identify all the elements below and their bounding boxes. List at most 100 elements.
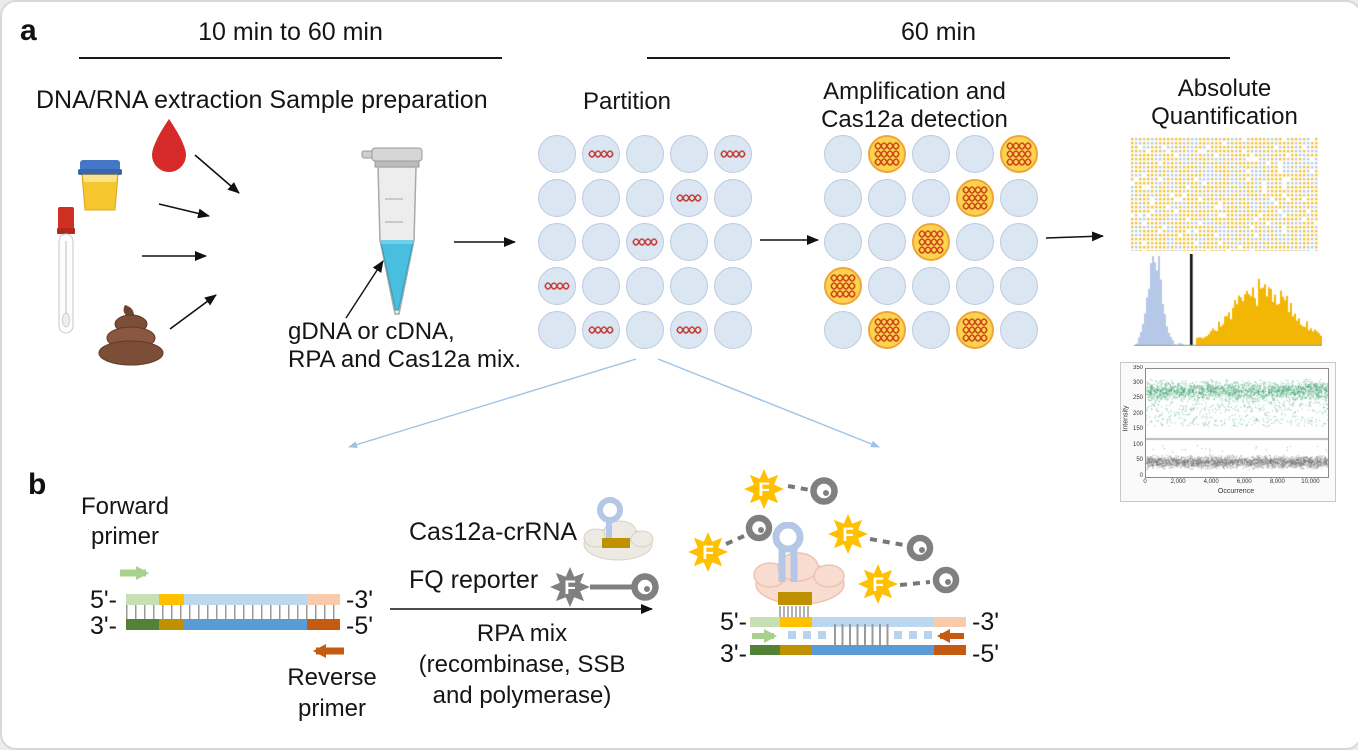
negative-droplet xyxy=(824,311,862,349)
negative-droplet xyxy=(824,179,862,217)
dna-squiggle-icon xyxy=(874,318,900,326)
scatter-points-canvas xyxy=(1146,369,1328,477)
scatter-xtick: 8,000 xyxy=(1269,479,1285,485)
cleaved-reporter-pair-2: F xyxy=(688,514,773,572)
intensity-scatter-plot: Intensity Occurrence 350 300 250 200 150 100 5… xyxy=(1120,362,1336,502)
scatter-plot-area xyxy=(1145,368,1329,478)
zoom-arrow-right xyxy=(657,358,880,448)
strand-segment xyxy=(934,645,966,655)
svg-text:F: F xyxy=(758,480,770,501)
left-duplex-base-pairs xyxy=(126,605,340,619)
empty-droplet xyxy=(714,267,752,305)
dna-squiggle-icon xyxy=(918,246,944,254)
panel-a-label: a xyxy=(20,14,37,47)
droplet-with-template xyxy=(582,135,620,173)
strand-segment xyxy=(159,594,184,605)
dna-squiggle-icon xyxy=(918,230,944,238)
scatter-xtick: 0 xyxy=(1143,479,1147,485)
left-duplex-bottom-strand xyxy=(126,619,340,630)
negative-droplet xyxy=(1000,179,1038,217)
dna-squiggle-icon xyxy=(962,202,988,210)
right-duplex-minus5-label: -5' xyxy=(972,640,1000,668)
fq-reporter-label: FQ reporter xyxy=(409,566,539,594)
scatter-xtick: 2,000 xyxy=(1170,479,1186,485)
empty-droplet xyxy=(538,179,576,217)
negative-droplet xyxy=(868,223,906,261)
fq-reporter-icon: F xyxy=(550,567,659,607)
amplification-title-line2: Cas12a detection xyxy=(821,106,1008,133)
right-duplex-minus3-label: -3' xyxy=(972,608,1000,636)
amplification-title: Amplification and Cas12a detection xyxy=(812,78,1017,134)
urine-cup-icon xyxy=(78,160,122,211)
quencher-icon xyxy=(631,573,659,601)
positive-droplet xyxy=(868,135,906,173)
negative-droplet xyxy=(956,267,994,305)
dna-squiggle-icon xyxy=(830,274,856,282)
svg-text:F: F xyxy=(872,575,884,596)
quenched-fluorophore-icon: F xyxy=(550,567,590,607)
positive-droplet xyxy=(868,311,906,349)
fluorophore-icon: F xyxy=(744,469,784,509)
strand-segment xyxy=(307,619,340,630)
nascent-strand-dashes-right xyxy=(894,631,932,639)
quencher-icon xyxy=(932,566,960,594)
dna-squiggle-icon xyxy=(676,194,702,202)
scatter-ytick: 250 xyxy=(1132,395,1143,402)
dna-squiggle-icon xyxy=(962,194,988,202)
quencher-icon xyxy=(906,534,934,562)
dna-squiggle-icon xyxy=(588,150,614,158)
negative-droplet xyxy=(912,179,950,217)
negative-droplet xyxy=(868,267,906,305)
quantification-title: Absolute Quantification xyxy=(1122,75,1327,131)
empty-droplet xyxy=(582,179,620,217)
rpa-line2: (recombinase, SSB xyxy=(418,651,626,678)
dna-squiggle-icon xyxy=(962,186,988,194)
negative-droplet xyxy=(868,179,906,217)
empty-droplet xyxy=(670,135,708,173)
empty-droplet xyxy=(582,267,620,305)
microcentrifuge-tube-icon xyxy=(361,147,423,315)
left-duplex-5prime-label: 5'- xyxy=(90,586,118,614)
phase2-duration-label: 60 min xyxy=(900,18,977,46)
dna-squiggle-icon xyxy=(874,150,900,158)
droplet-with-template xyxy=(670,311,708,349)
quantification-title-line1: Absolute xyxy=(1177,75,1272,102)
dna-squiggle-icon xyxy=(918,238,944,246)
threshold-histogram xyxy=(1134,254,1322,346)
rpa-line1: RPA mix xyxy=(476,620,568,647)
dna-squiggle-icon xyxy=(676,326,702,334)
reverse-primer-line2: primer xyxy=(297,695,366,722)
dna-squiggle-icon xyxy=(830,282,856,290)
fluorophore-icon: F xyxy=(858,564,898,604)
nascent-strand-dashes-left xyxy=(788,631,830,639)
fluorophore-icon: F xyxy=(828,514,868,554)
dna-squiggle-icon xyxy=(874,326,900,334)
negative-droplet xyxy=(1000,223,1038,261)
droplet-with-template xyxy=(670,179,708,217)
droplet-with-template xyxy=(626,223,664,261)
cas12a-crrna-icon xyxy=(583,497,654,561)
quantification-title-line2: Quantification xyxy=(1151,103,1298,130)
dna-squiggle-icon xyxy=(1006,150,1032,158)
dna-squiggle-icon xyxy=(830,290,856,298)
scatter-ytick: 300 xyxy=(1132,379,1143,386)
cas12a-crrna-label: Cas12a-crRNA xyxy=(409,518,578,546)
tube-caption-line1: gDNA or cDNA, xyxy=(288,318,455,345)
right-duplex-top-strand xyxy=(750,617,966,627)
strand-segment xyxy=(780,617,812,627)
negative-droplet xyxy=(956,223,994,261)
strand-segment xyxy=(812,645,934,655)
empty-droplet xyxy=(626,179,664,217)
dna-squiggle-icon xyxy=(720,150,746,158)
strand-segment xyxy=(159,619,184,630)
amplification-to-quantification-arrow xyxy=(1045,231,1104,242)
phase1-duration-label: 10 min to 60 min xyxy=(198,18,383,46)
negative-droplet xyxy=(1000,267,1038,305)
partition-title: Partition xyxy=(582,88,672,115)
dna-squiggle-icon xyxy=(874,158,900,166)
dna-squiggle-icon xyxy=(874,142,900,150)
empty-droplet xyxy=(714,179,752,217)
forward-primer-line2: primer xyxy=(90,523,159,550)
strand-segment xyxy=(307,594,340,605)
